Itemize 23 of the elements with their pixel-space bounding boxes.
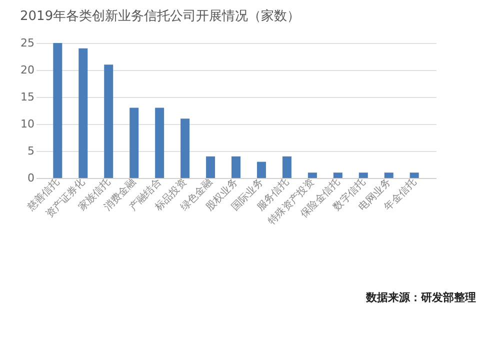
bar	[282, 156, 292, 178]
bar	[308, 172, 317, 178]
bar	[256, 162, 266, 178]
bar	[130, 108, 139, 178]
source-note: 数据来源：研发部整理	[365, 291, 476, 304]
bar	[53, 43, 62, 178]
y-tick-label: 15	[20, 90, 34, 104]
bar	[232, 156, 240, 178]
bar	[358, 172, 368, 178]
y-tick-label: 0	[28, 172, 34, 184]
bar	[78, 48, 88, 178]
y-tick-label: 20	[20, 64, 34, 76]
bar	[180, 118, 190, 178]
bar	[104, 64, 114, 178]
y-tick-label: 5	[28, 144, 34, 158]
chart-title: 2019年各类创新业务信托公司开展情况（家数）	[20, 8, 300, 24]
bar	[410, 172, 419, 178]
y-tick-label: 25	[20, 36, 34, 50]
bar	[206, 156, 216, 178]
bar	[333, 172, 342, 178]
y-tick-label: 10	[20, 118, 34, 130]
bar	[155, 108, 164, 178]
bar	[384, 172, 394, 178]
